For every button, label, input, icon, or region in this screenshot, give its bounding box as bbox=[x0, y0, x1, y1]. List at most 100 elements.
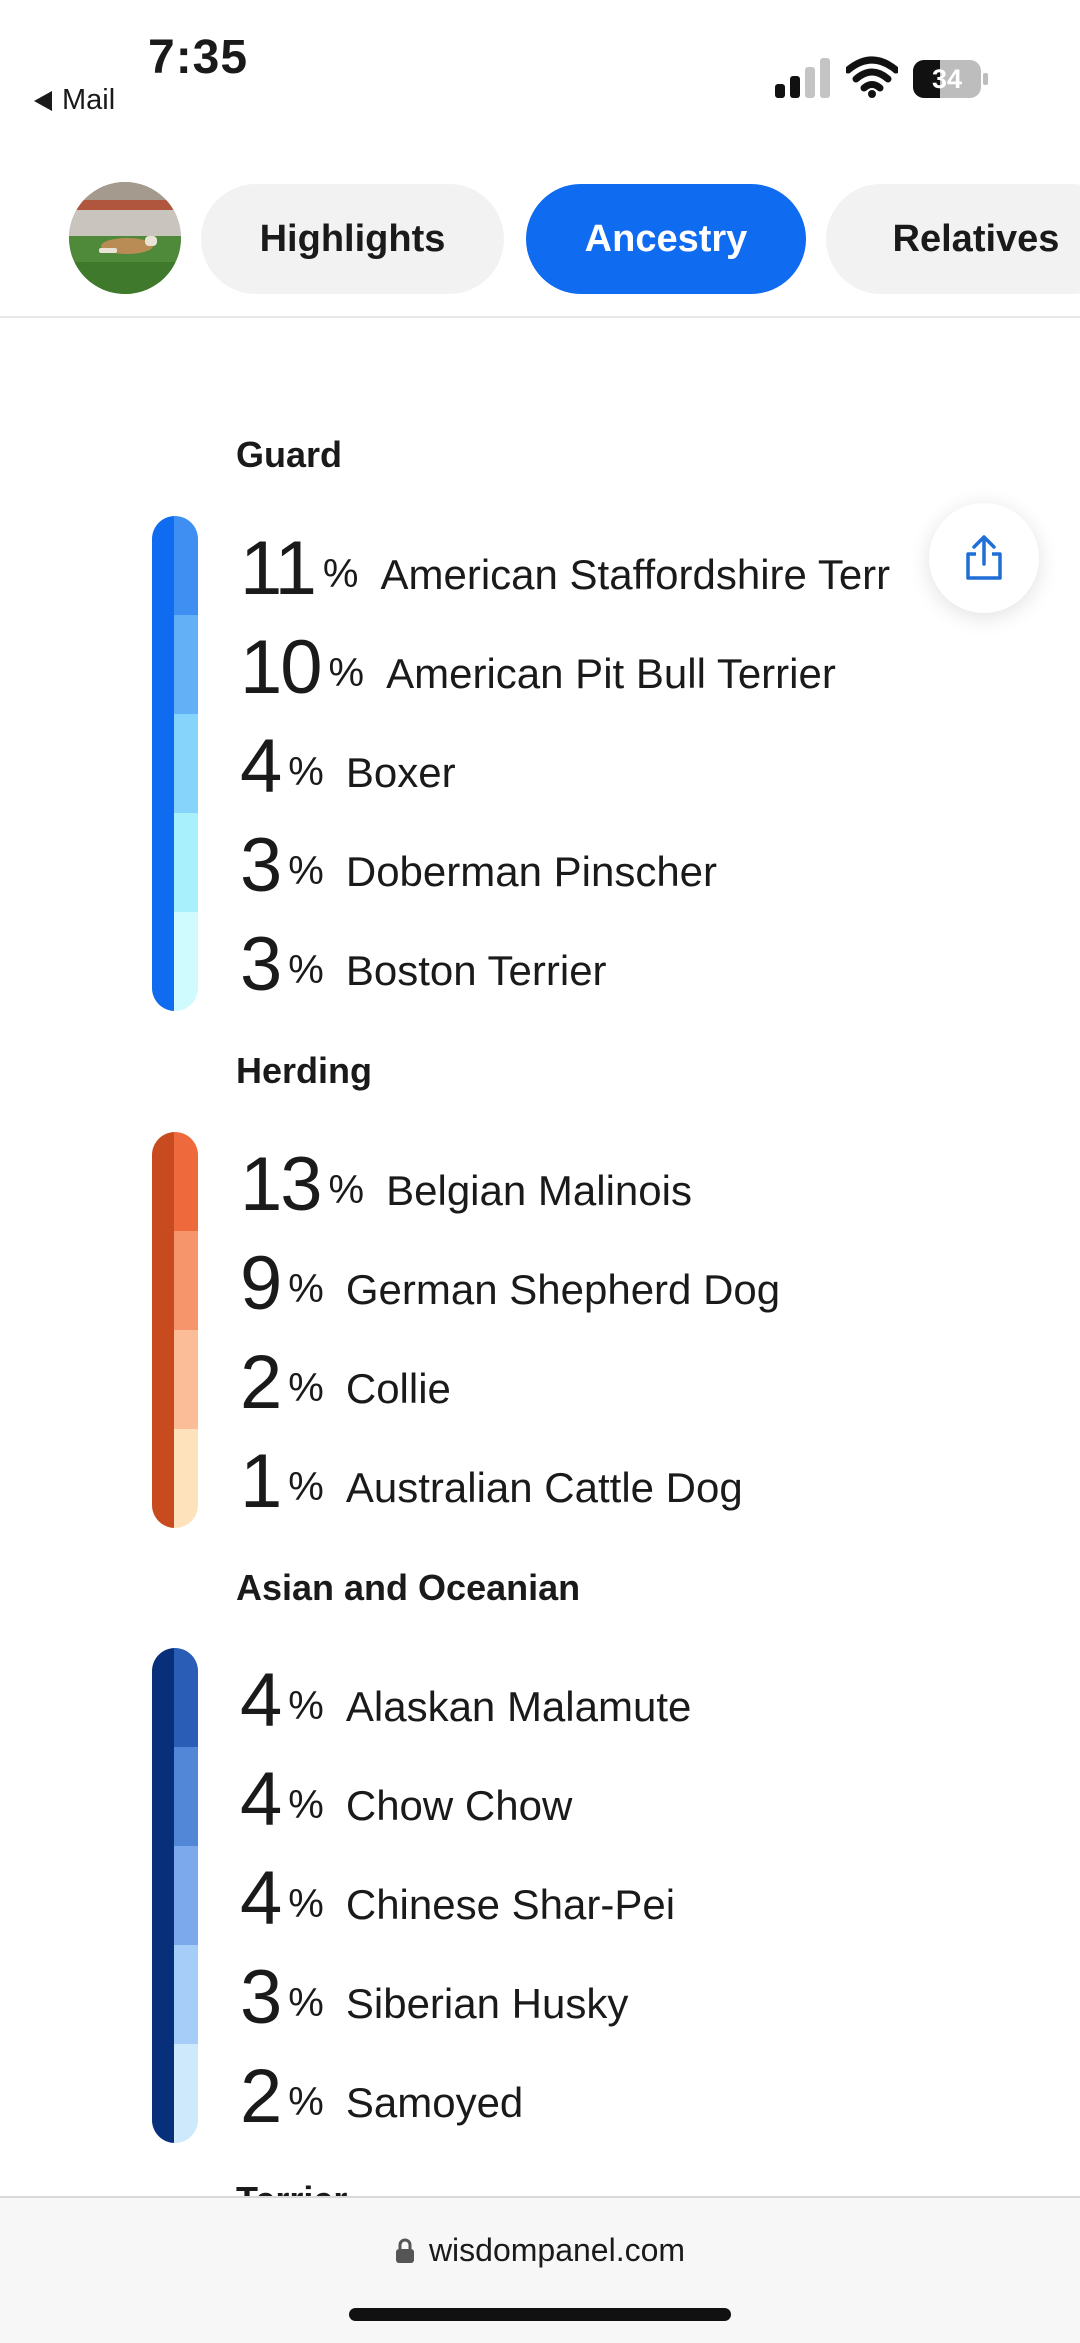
battery-icon: 34 bbox=[913, 60, 989, 98]
percent-sign: % bbox=[288, 948, 324, 992]
percent-sign: % bbox=[288, 1684, 324, 1728]
breed-row[interactable]: 2% Samoyed bbox=[240, 2047, 523, 2146]
breed-segment bbox=[174, 1945, 198, 2044]
breed-percent: 2 bbox=[240, 2054, 282, 2139]
breed-percent: 1 bbox=[240, 1439, 282, 1524]
browser-url-bar[interactable]: wisdompanel.com bbox=[0, 2196, 1080, 2343]
tab-relatives-label: Relatives bbox=[892, 217, 1060, 260]
breed-percent: 11 bbox=[240, 526, 317, 611]
breed-row[interactable]: 3% Boston Terrier bbox=[240, 915, 607, 1014]
breed-name: Boxer bbox=[345, 748, 456, 796]
breed-percent: 3 bbox=[240, 922, 282, 1007]
breed-row[interactable]: 3% Doberman Pinscher bbox=[240, 816, 717, 915]
breed-segment bbox=[174, 1330, 198, 1429]
percent-sign: % bbox=[328, 1168, 365, 1212]
breed-name: Doberman Pinscher bbox=[345, 847, 718, 895]
breed-name: Belgian Malinois bbox=[386, 1166, 692, 1214]
breed-segment bbox=[174, 912, 198, 1011]
breed-segment bbox=[174, 1648, 198, 1747]
status-time: 7:35 bbox=[148, 31, 249, 84]
breed-percent: 4 bbox=[240, 1856, 282, 1941]
lock-icon bbox=[395, 2238, 414, 2263]
tab-relatives[interactable]: Relatives bbox=[826, 184, 1080, 294]
percent-sign: % bbox=[288, 1981, 324, 2025]
breed-row[interactable]: 2% Collie bbox=[240, 1333, 451, 1432]
breed-name: Siberian Husky bbox=[345, 1979, 629, 2027]
tab-ancestry-label: Ancestry bbox=[584, 217, 748, 260]
percent-sign: % bbox=[288, 1366, 324, 1410]
breed-segment bbox=[174, 615, 198, 714]
breed-row[interactable]: 13% Belgian Malinois bbox=[240, 1135, 692, 1234]
breed-name: Collie bbox=[345, 1364, 451, 1412]
breed-percent: 4 bbox=[240, 724, 282, 809]
breed-segment bbox=[174, 516, 198, 615]
breed-segment bbox=[174, 2044, 198, 2143]
percent-sign: % bbox=[328, 651, 365, 695]
breed-segment bbox=[174, 813, 198, 912]
group-bar-herding bbox=[152, 1132, 198, 1528]
share-button[interactable] bbox=[929, 503, 1039, 613]
battery-level: 34 bbox=[931, 63, 963, 94]
breed-row[interactable]: 11% American Staffordshire Terr bbox=[240, 519, 890, 618]
breed-percent: 9 bbox=[240, 1241, 282, 1326]
percent-sign: % bbox=[322, 552, 359, 596]
back-label: Mail bbox=[62, 84, 116, 116]
breed-row[interactable]: 3% Siberian Husky bbox=[240, 1948, 628, 2047]
group-title-herding: Herding bbox=[236, 1050, 373, 1091]
group-bar-main bbox=[152, 516, 174, 1011]
breed-name: Chow Chow bbox=[345, 1781, 573, 1829]
breed-percent: 4 bbox=[240, 1757, 282, 1842]
breed-name: Alaskan Malamute bbox=[345, 1682, 692, 1730]
breed-name: Boston Terrier bbox=[345, 946, 607, 994]
breed-percent: 3 bbox=[240, 823, 282, 908]
breed-percent: 2 bbox=[240, 1340, 282, 1425]
dog-avatar[interactable] bbox=[69, 182, 181, 294]
group-title-guard: Guard bbox=[236, 434, 343, 475]
percent-sign: % bbox=[288, 2080, 324, 2124]
breed-percent: 13 bbox=[240, 1142, 323, 1227]
group-bar-asian-oceanian bbox=[152, 1648, 198, 2143]
percent-sign: % bbox=[288, 750, 324, 794]
tab-ancestry[interactable]: Ancestry bbox=[526, 184, 806, 294]
breed-name: Australian Cattle Dog bbox=[345, 1463, 743, 1511]
url-text: wisdompanel.com bbox=[428, 2232, 686, 2268]
breed-percent: 4 bbox=[240, 1658, 282, 1743]
breed-segment bbox=[174, 1846, 198, 1945]
breed-segment bbox=[174, 1747, 198, 1846]
breed-row[interactable]: 1% Australian Cattle Dog bbox=[240, 1432, 743, 1531]
profile-tab-bar: Highlights Ancestry Relatives bbox=[0, 170, 1080, 318]
breed-segment bbox=[174, 1429, 198, 1528]
breed-percent: 3 bbox=[240, 1955, 282, 2040]
breed-name: American Pit Bull Terrier bbox=[386, 649, 836, 697]
share-icon bbox=[966, 535, 1002, 580]
tab-highlights[interactable]: Highlights bbox=[201, 184, 504, 294]
group-title-terrier: Terrier bbox=[236, 2179, 348, 2200]
breed-name: Samoyed bbox=[345, 2078, 524, 2126]
breed-segment bbox=[174, 1132, 198, 1231]
wifi-icon bbox=[846, 56, 898, 98]
percent-sign: % bbox=[288, 849, 324, 893]
percent-sign: % bbox=[288, 1783, 324, 1827]
group-bar-guard bbox=[152, 516, 198, 1011]
breed-percent: 10 bbox=[240, 625, 323, 710]
percent-sign: % bbox=[288, 1465, 324, 1509]
breed-name: Chinese Shar-Pei bbox=[345, 1880, 676, 1928]
group-title-asian-oceanian: Asian and Oceanian bbox=[236, 1567, 581, 1608]
breed-row[interactable]: 4% Alaskan Malamute bbox=[240, 1651, 691, 1750]
breed-segment bbox=[174, 1231, 198, 1330]
back-triangle-icon bbox=[34, 90, 52, 111]
back-to-mail-button[interactable]: Mail bbox=[34, 84, 115, 117]
breed-name: American Staffordshire Terr bbox=[380, 550, 891, 598]
breed-row[interactable]: 4% Boxer bbox=[240, 717, 456, 816]
breed-row[interactable]: 10% American Pit Bull Terrier bbox=[240, 618, 836, 717]
group-bar-main bbox=[152, 1648, 174, 2143]
percent-sign: % bbox=[288, 1267, 324, 1311]
breed-row[interactable]: 4% Chow Chow bbox=[240, 1750, 572, 1849]
tab-highlights-label: Highlights bbox=[259, 217, 446, 260]
cellular-signal-icon bbox=[775, 58, 830, 98]
home-indicator[interactable] bbox=[349, 2308, 731, 2321]
breed-row[interactable]: 4% Chinese Shar-Pei bbox=[240, 1849, 675, 1948]
breed-row[interactable]: 9% German Shepherd Dog bbox=[240, 1234, 780, 1333]
breed-segment bbox=[174, 714, 198, 813]
breed-name: German Shepherd Dog bbox=[345, 1265, 781, 1313]
